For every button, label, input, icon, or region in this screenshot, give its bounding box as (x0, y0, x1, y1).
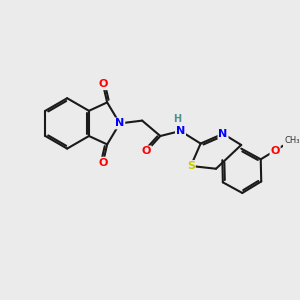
Text: O: O (142, 146, 151, 156)
Text: N: N (218, 129, 228, 139)
Text: O: O (270, 146, 280, 156)
Text: S: S (187, 161, 195, 171)
Text: H: H (174, 114, 182, 124)
Text: CH₃: CH₃ (284, 136, 300, 145)
Text: O: O (98, 79, 108, 89)
Text: O: O (98, 158, 108, 168)
Text: N: N (115, 118, 124, 128)
Text: N: N (176, 126, 185, 136)
